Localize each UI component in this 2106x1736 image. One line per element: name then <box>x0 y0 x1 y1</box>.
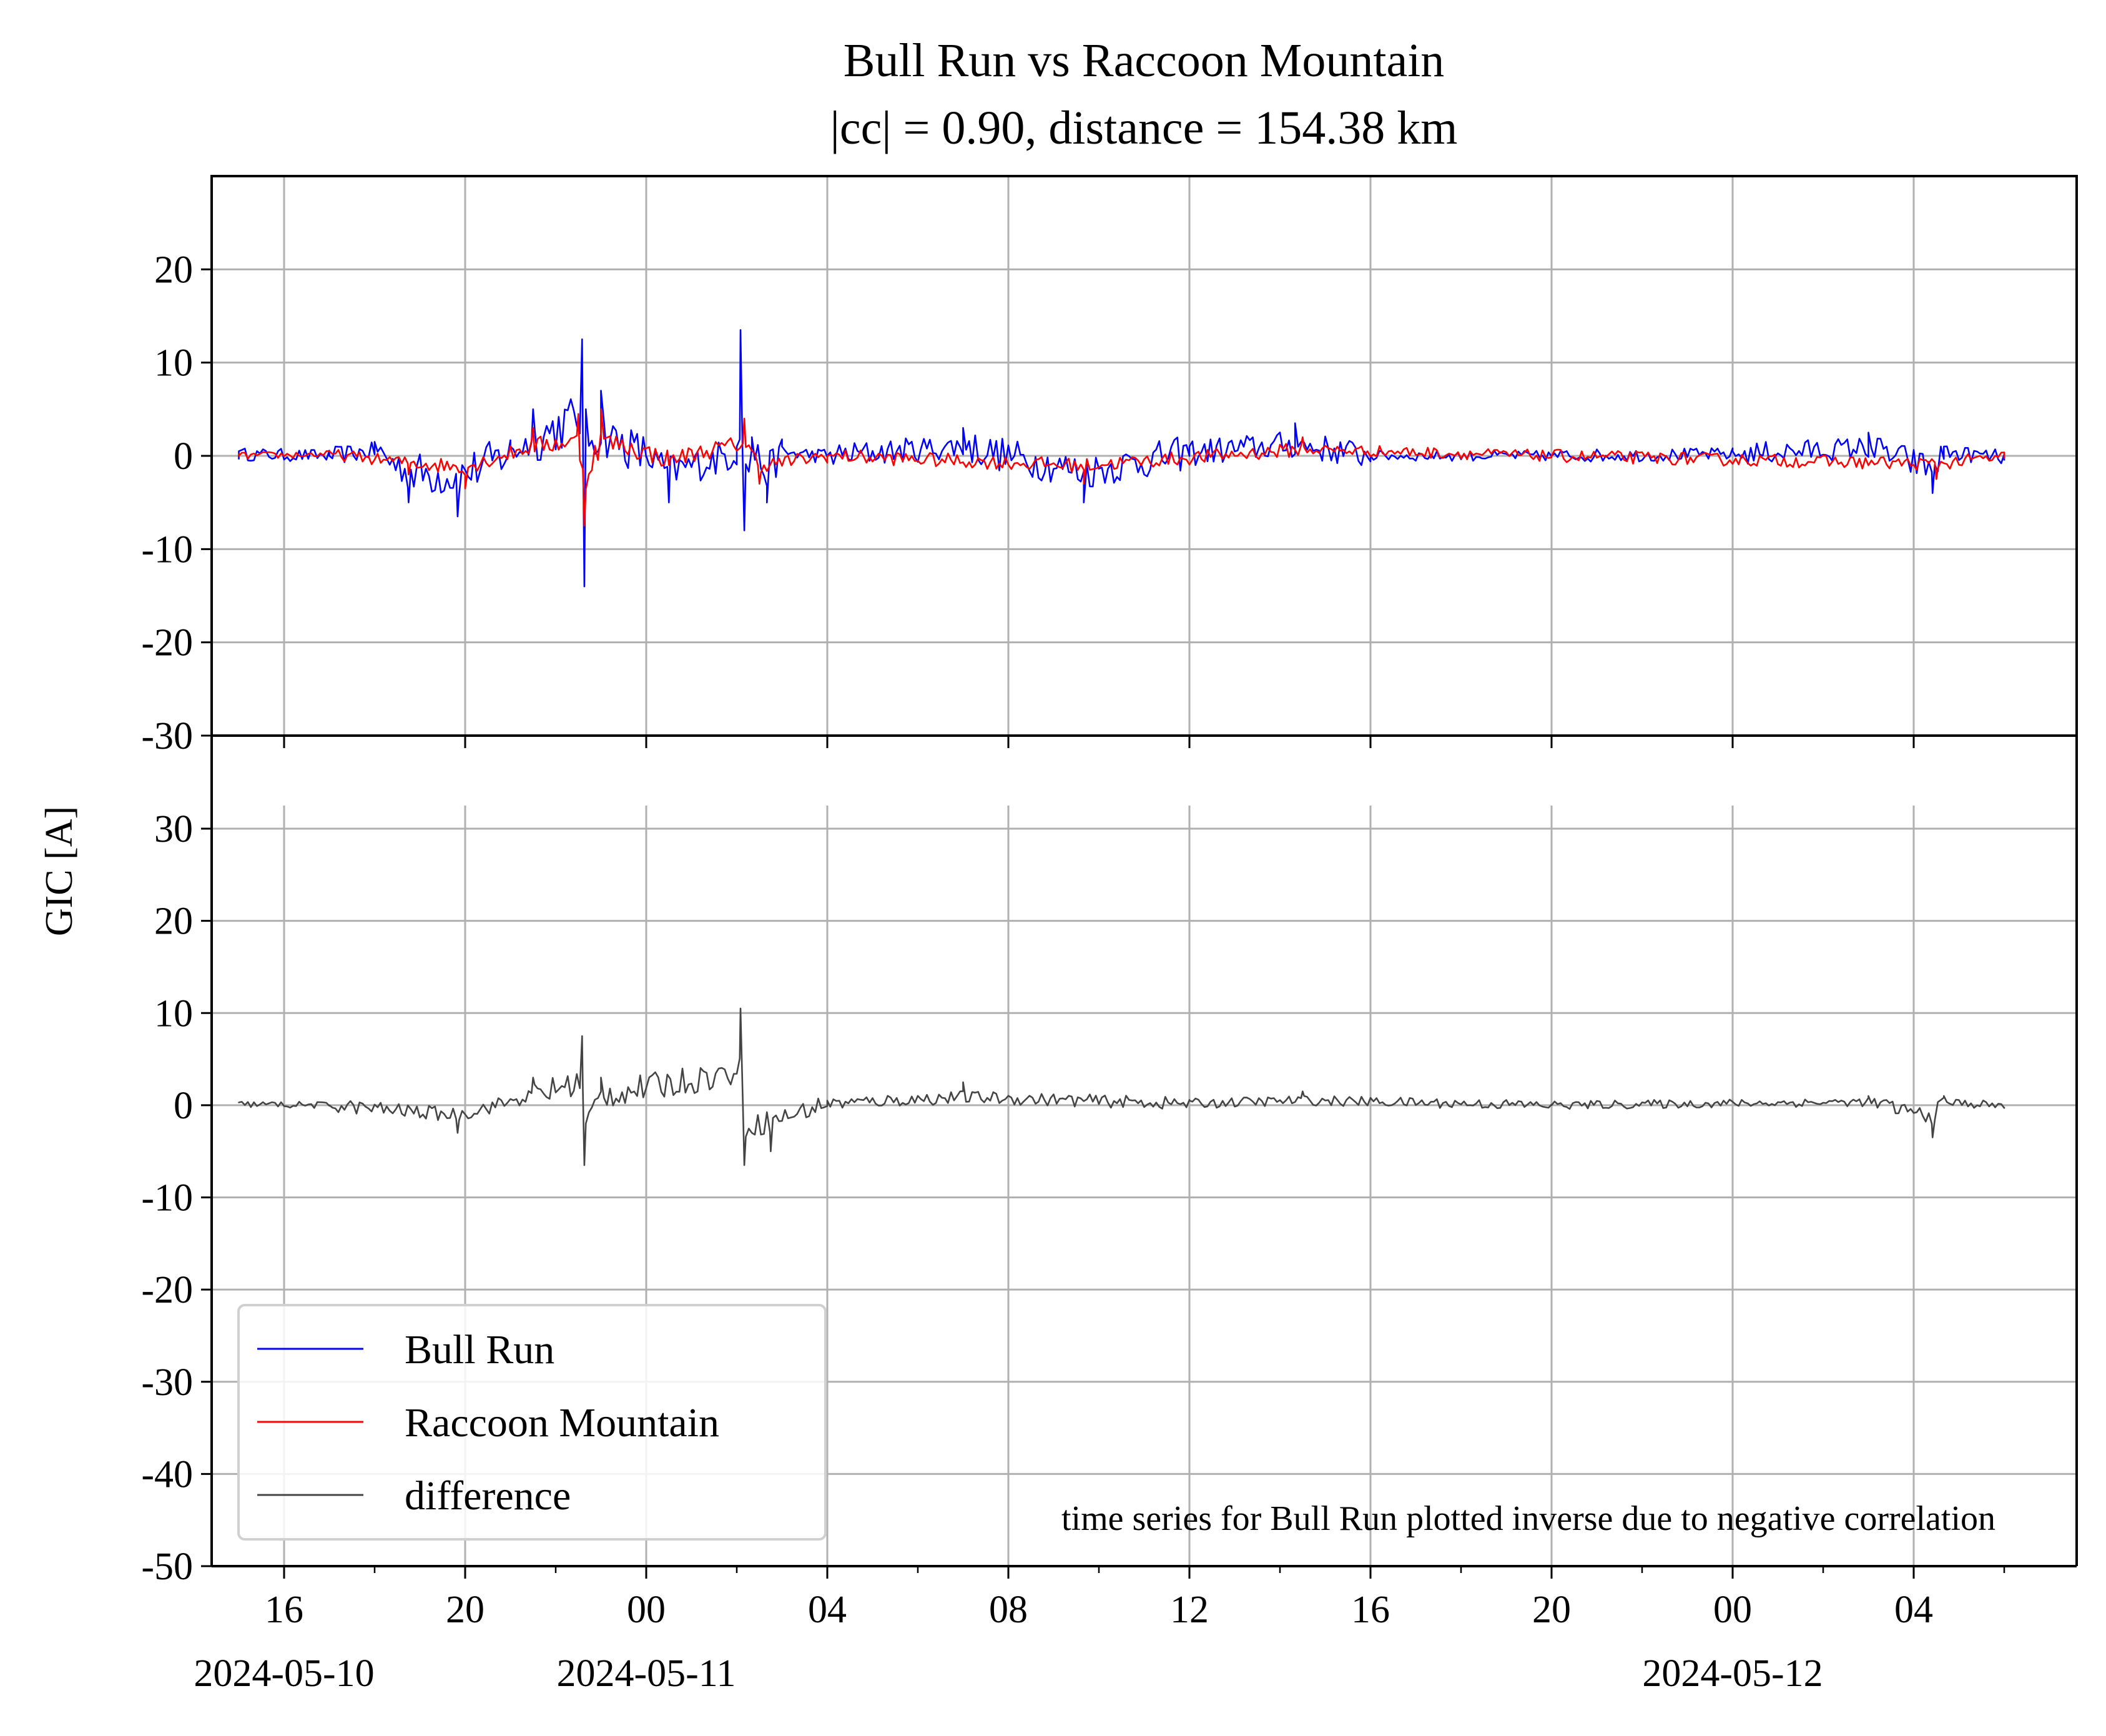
y-tick-label: -10 <box>141 528 193 571</box>
y-tick-label: -10 <box>141 1177 193 1220</box>
axes <box>201 175 2078 1579</box>
x-tick-label: 04 <box>808 1589 847 1631</box>
series-line-difference <box>238 1007 2005 1166</box>
legend: Bull Run Raccoon Mountain difference <box>237 1304 827 1541</box>
x-tick-label: 00 <box>627 1589 666 1631</box>
y-tick-label: 0 <box>174 1085 193 1127</box>
x-tick-label: 20 <box>446 1589 485 1631</box>
annotation: time series for Bull Run plotted inverse… <box>1061 1499 1995 1538</box>
legend-box <box>237 1304 827 1541</box>
tick-labels: 20 10 0 -10 -20 -30 30 20 10 0 -10 -20 -30 -40 -50 16 20… <box>141 249 1933 1695</box>
top-panel-frame <box>210 175 2078 737</box>
y-tick-label: 20 <box>154 249 193 291</box>
y-tick-label: -50 <box>141 1546 193 1588</box>
x-tick-label: 20 <box>1532 1589 1571 1631</box>
x-tick-label: 16 <box>265 1589 303 1631</box>
y-tick-label: -20 <box>141 622 193 664</box>
x-tick-label: 04 <box>1894 1589 1933 1631</box>
y-tick-label: -30 <box>141 1361 193 1404</box>
title-line-1: Bull Run vs Raccoon Mountain <box>844 34 1445 87</box>
legend-label-difference: difference <box>405 1473 571 1519</box>
x-tick-label: 12 <box>1170 1589 1209 1631</box>
x-date-label: 2024-05-10 <box>194 1652 374 1695</box>
y-tick-label: -30 <box>141 715 193 757</box>
y-tick-label: 0 <box>174 435 193 478</box>
series-line-bull-run <box>238 329 2005 588</box>
legend-label-raccoon-mountain: Raccoon Mountain <box>405 1400 719 1446</box>
series-lines <box>238 329 2005 1166</box>
y-axis-label: GIC [A] <box>38 806 81 936</box>
y-tick-label: -20 <box>141 1269 193 1311</box>
title-line-2: |cc| = 0.90, distance = 154.38 km <box>830 102 1458 154</box>
x-tick-label: 08 <box>989 1589 1028 1631</box>
y-tick-label: 10 <box>154 992 193 1035</box>
y-tick-label: 20 <box>154 900 193 943</box>
y-tick-label: 10 <box>154 342 193 385</box>
x-tick-label: 00 <box>1713 1589 1752 1631</box>
x-date-label: 2024-05-12 <box>1642 1652 1823 1695</box>
series-line-raccoon-mountain <box>238 408 2005 527</box>
x-date-label: 2024-05-11 <box>557 1652 736 1695</box>
legend-label-bull-run: Bull Run <box>405 1327 554 1373</box>
x-tick-label: 16 <box>1351 1589 1390 1631</box>
y-tick-label: -40 <box>141 1453 193 1496</box>
y-tick-label: 30 <box>154 808 193 851</box>
